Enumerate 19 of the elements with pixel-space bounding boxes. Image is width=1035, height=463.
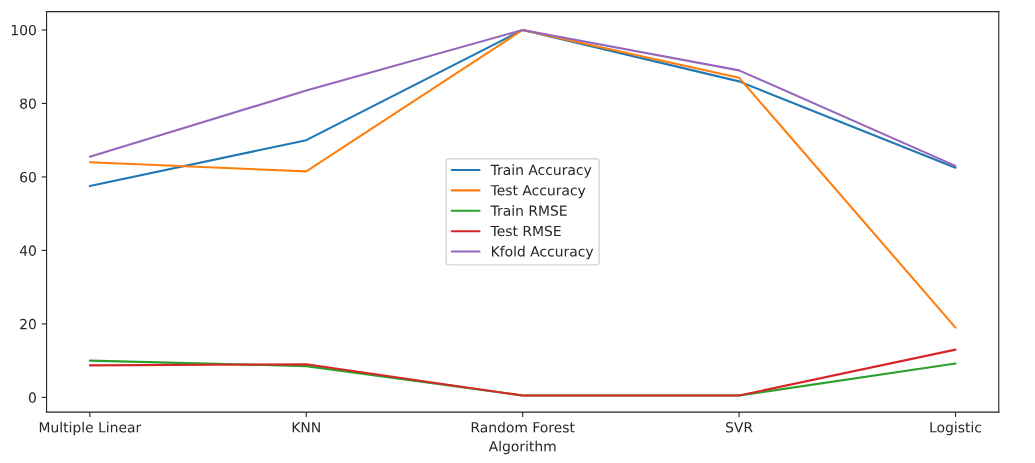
legend-label: Train RMSE bbox=[490, 205, 567, 216]
legend-label: Train Accuracy bbox=[490, 164, 592, 178]
line-series bbox=[88, 348, 957, 397]
x-tick-label: Multiple Linear bbox=[39, 421, 142, 436]
x-tick-label: SVR bbox=[726, 422, 753, 433]
x-tick-label: Random Forest bbox=[471, 421, 575, 433]
y-tick-label: 20 bbox=[20, 318, 36, 330]
x-axis-title: Algorithm bbox=[488, 440, 556, 455]
line-series bbox=[88, 28, 957, 329]
y-tick-label: 60 bbox=[20, 171, 36, 183]
y-tick-label: 80 bbox=[20, 98, 36, 109]
y-tick-label: 40 bbox=[19, 245, 36, 256]
x-tick-label: Logistic bbox=[930, 421, 982, 436]
y-tick-label: 100 bbox=[11, 24, 36, 36]
x-tick-label: KNN bbox=[292, 422, 320, 433]
legend-label: Test Accuracy bbox=[490, 185, 586, 199]
y-tick-label: 0 bbox=[28, 392, 36, 403]
legend-label: Test RMSE bbox=[490, 225, 561, 237]
legend-label: Kfold Accuracy bbox=[491, 245, 594, 260]
